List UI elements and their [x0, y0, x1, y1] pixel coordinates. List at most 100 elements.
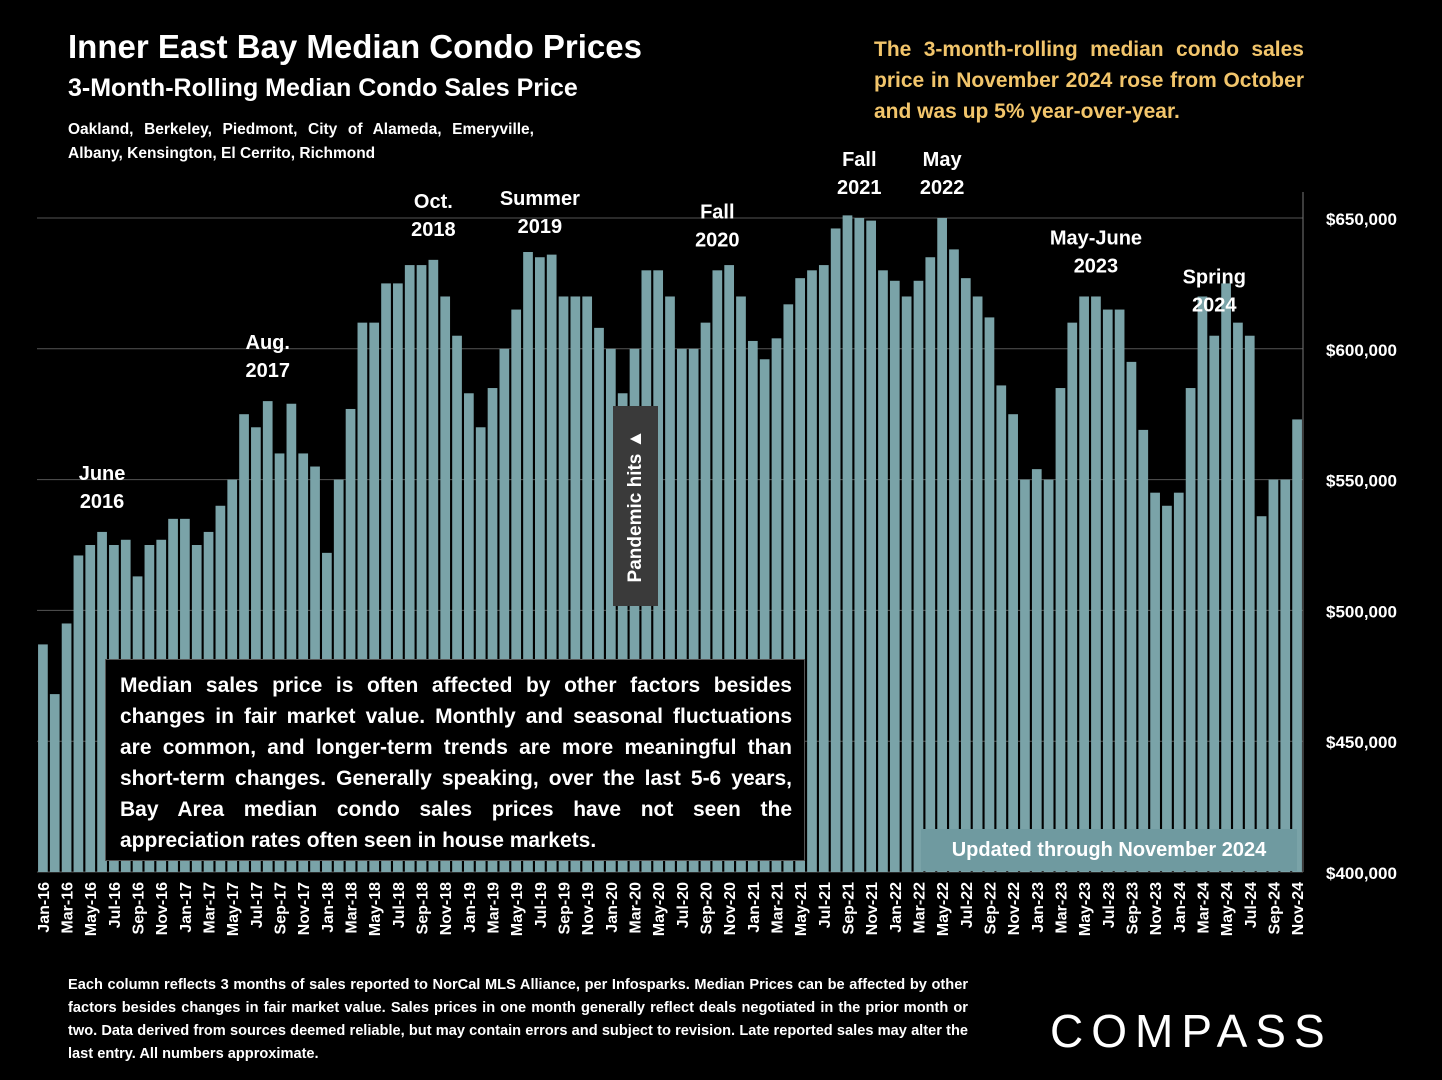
- x-tick-label: May-24: [1219, 882, 1236, 936]
- bar: [901, 296, 912, 873]
- bar: [996, 385, 1007, 872]
- bar: [771, 338, 782, 872]
- bar: [251, 427, 261, 872]
- x-tick-label: Jan-18: [320, 882, 337, 933]
- bar: [1173, 492, 1184, 872]
- x-tick-label: Sep-16: [131, 882, 148, 935]
- x-tick-label: May-17: [225, 882, 242, 936]
- x-tick-label: Nov-16: [154, 882, 171, 935]
- x-tick-label: May-20: [651, 882, 668, 936]
- bar: [1197, 296, 1208, 873]
- annotation-label: Summer 2019: [500, 188, 580, 238]
- bar: [700, 322, 711, 872]
- bar: [984, 317, 995, 873]
- bar: [665, 296, 675, 873]
- bar: [866, 220, 876, 873]
- x-tick-label: Mar-19: [486, 882, 503, 934]
- bar: [1221, 283, 1231, 872]
- annotation-label: Fall 2021: [837, 149, 882, 199]
- bar: [97, 531, 107, 872]
- bar: [937, 218, 947, 872]
- x-tick-label: Sep-17: [273, 882, 290, 935]
- bar: [558, 296, 569, 873]
- bar: [594, 327, 604, 872]
- bar: [582, 296, 593, 873]
- x-tick-label: Sep-20: [698, 882, 715, 935]
- bar: [286, 403, 297, 872]
- x-tick-label: Mar-22: [911, 882, 928, 934]
- annotation-label: May 2022: [920, 149, 965, 199]
- y-tick-label: $500,000: [1326, 602, 1397, 621]
- bar: [85, 545, 96, 872]
- x-tick-label: Jul-19: [533, 882, 550, 928]
- x-tick-label: May-23: [1077, 882, 1094, 936]
- annotation-label: Aug. 2017: [245, 332, 290, 382]
- bar: [73, 555, 84, 872]
- bar: [712, 270, 723, 872]
- bar: [960, 278, 971, 873]
- bar: [842, 215, 853, 872]
- bar: [653, 270, 664, 872]
- bar: [676, 348, 687, 872]
- bar: [1126, 361, 1137, 872]
- x-tick-label: Jan-22: [888, 882, 905, 933]
- x-tick-label: Jul-21: [817, 882, 834, 928]
- x-tick-label: Nov-17: [296, 882, 313, 935]
- x-tick-label: Sep-24: [1266, 882, 1283, 935]
- y-tick-label: $550,000: [1326, 472, 1397, 491]
- bar: [38, 644, 48, 872]
- bar: [1055, 388, 1066, 872]
- bar: [1067, 322, 1078, 872]
- x-tick-label: Mar-24: [1195, 882, 1212, 934]
- bar: [807, 270, 817, 872]
- bar: [1244, 335, 1255, 873]
- bar: [878, 270, 888, 872]
- bar-chart: $400,000 $450,000 $500,000 $550,000 $600,000…: [36, 149, 1397, 936]
- x-tick-label: Nov-23: [1148, 882, 1165, 935]
- x-tick-label: Jul-24: [1243, 882, 1260, 928]
- annotation-label: Oct. 2018: [411, 191, 456, 241]
- x-tick-label: Jul-18: [391, 882, 408, 928]
- annotation-label: Spring 2024: [1183, 267, 1246, 317]
- updated-badge: Updated through November 2024: [921, 829, 1297, 871]
- x-tick-label: May-19: [509, 882, 526, 936]
- bar: [1150, 492, 1160, 872]
- bar: [239, 414, 249, 872]
- bar: [854, 218, 865, 872]
- bar: [262, 401, 273, 872]
- bar: [913, 280, 924, 872]
- bar: [357, 322, 368, 872]
- bar: [688, 348, 699, 872]
- note-box: Median sales price is often affected by …: [105, 659, 805, 861]
- bar: [404, 265, 415, 872]
- bar: [1114, 309, 1125, 872]
- bar: [629, 348, 640, 872]
- x-tick-label: Mar-18: [344, 882, 361, 934]
- bar: [747, 340, 758, 872]
- bar: [1091, 296, 1101, 873]
- bar: [1268, 479, 1279, 872]
- bar: [1079, 296, 1089, 873]
- bar: [1102, 309, 1113, 872]
- bar: [511, 309, 522, 872]
- bar: [1280, 479, 1291, 872]
- bar: [949, 249, 959, 873]
- chart-title: Inner East Bay Median Condo Prices: [68, 28, 642, 65]
- x-tick-label: May-16: [83, 882, 100, 936]
- bar: [1209, 335, 1220, 873]
- x-tick-label: Jan-24: [1172, 882, 1189, 933]
- bar: [452, 335, 462, 873]
- bar: [61, 623, 72, 872]
- bar: [1185, 388, 1196, 872]
- x-tick-label: Mar-21: [769, 882, 786, 934]
- bar: [570, 296, 581, 873]
- x-tick-label: Nov-24: [1290, 882, 1307, 935]
- bar: [605, 348, 616, 872]
- x-tick-label: May-22: [935, 882, 952, 936]
- bar: [830, 228, 841, 873]
- x-tick-label: Nov-21: [864, 882, 881, 935]
- chart-subtitle: 3-Month-Rolling Median Condo Sales Price: [68, 74, 578, 102]
- x-tick-label: Mar-16: [60, 882, 77, 934]
- x-tick-label: Mar-20: [628, 882, 645, 934]
- x-tick-label: Nov-18: [438, 882, 455, 935]
